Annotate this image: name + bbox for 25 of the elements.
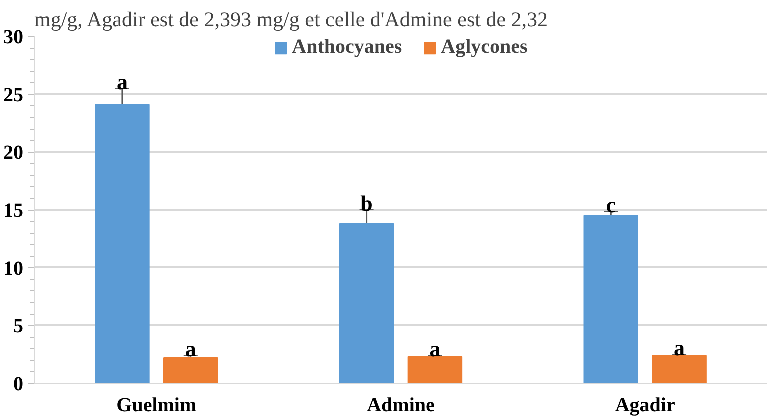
y-tick-label: 25 (4, 84, 24, 106)
bar (163, 358, 218, 384)
bar (652, 355, 707, 384)
y-tick-label: 5 (14, 316, 24, 338)
x-tick-label: Admine (367, 394, 436, 416)
legend-label: Anthocyanes (292, 36, 402, 59)
annotation: a (674, 336, 686, 361)
bar (95, 104, 150, 384)
y-tick-label: 30 (4, 26, 24, 48)
annotation: a (185, 336, 196, 362)
annotation: b (360, 191, 373, 216)
legend-label: Aglycones (441, 36, 528, 59)
annotation: c (606, 192, 616, 218)
y-tick-label: 20 (4, 142, 24, 164)
x-tick-label: Guelmim (116, 394, 197, 416)
text: mg/g, Agadir est de 2,393 mg/g et celle d'Admine est de 2,32 (34, 8, 548, 32)
bar (584, 215, 639, 384)
annotation: a (116, 70, 128, 95)
bar (408, 356, 463, 384)
y-tick-label: 15 (4, 200, 24, 222)
y-tick-label: 10 (4, 258, 24, 280)
bar (339, 223, 394, 384)
annotation: a (430, 336, 441, 362)
y-tick-label: 0 (14, 374, 24, 396)
x-tick-label: Agadir (615, 394, 676, 416)
